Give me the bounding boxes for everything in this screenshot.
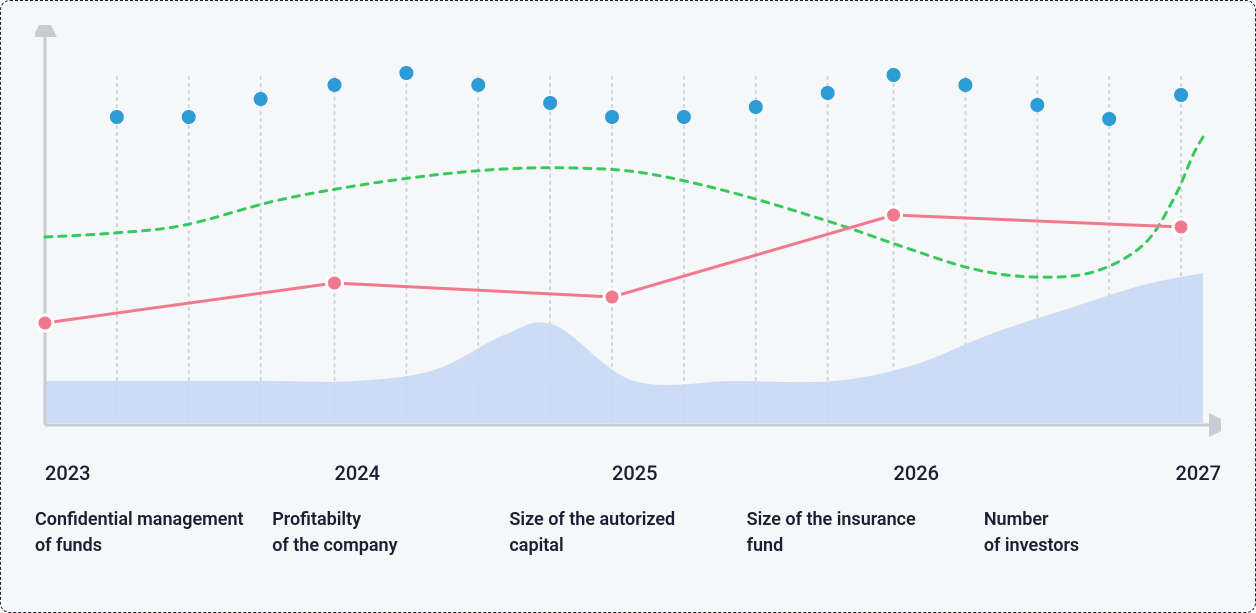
year-label: 2025 — [612, 461, 657, 485]
pink-marker — [1173, 219, 1189, 235]
legend-row: Confidential management of funds Profita… — [35, 507, 1221, 559]
blue-dot — [328, 78, 342, 92]
legend-text: Number — [984, 509, 1049, 530]
blue-dot — [958, 78, 972, 92]
blue-dot — [543, 96, 557, 110]
year-label: 2026 — [894, 461, 939, 485]
year-label: 2027 — [1176, 461, 1221, 485]
legend-text: Confidential management — [35, 509, 244, 530]
pink-marker — [327, 275, 343, 291]
dashed-line-series — [45, 137, 1203, 277]
legend-text: Size of the autorized — [509, 509, 675, 530]
blue-dot — [605, 110, 619, 124]
chart-card: 2023 2024 2025 2026 2027 Confidential manage… — [0, 0, 1256, 613]
blue-dot — [821, 86, 835, 100]
blue-dot — [749, 100, 763, 114]
blue-dot — [677, 110, 691, 124]
blue-dot — [1102, 112, 1116, 126]
legend-text: Profitabilty — [272, 509, 361, 530]
chart-plot — [35, 25, 1221, 445]
blue-dot — [887, 68, 901, 82]
legend-item-profitability: Profitabilty of the company — [272, 507, 509, 559]
year-label: 2023 — [45, 461, 90, 485]
legend-text: fund — [747, 535, 784, 556]
pink-marker — [604, 289, 620, 305]
legend-item-investors: Number of investors — [984, 507, 1221, 559]
blue-dot — [399, 66, 413, 80]
blue-dot — [110, 110, 124, 124]
legend-text: of the company — [272, 535, 397, 556]
legend-text: of funds — [35, 535, 102, 556]
year-label: 2024 — [334, 461, 379, 485]
area-series — [45, 273, 1203, 423]
pink-marker — [37, 315, 53, 331]
legend-item-capital: Size of the autorized capital — [509, 507, 746, 559]
x-axis-labels: 2023 2024 2025 2026 2027 — [35, 461, 1221, 485]
legend-item-confidential: Confidential management of funds — [35, 507, 272, 559]
pink-marker — [886, 207, 902, 223]
blue-dot — [254, 92, 268, 106]
legend-text: capital — [509, 535, 563, 556]
legend-text: of investors — [984, 535, 1079, 556]
legend-item-insurance: Size of the insurance fund — [747, 507, 984, 559]
blue-dot — [1030, 98, 1044, 112]
blue-dot — [1174, 88, 1188, 102]
legend-text: Size of the insurance — [747, 509, 916, 530]
blue-dot — [182, 110, 196, 124]
chart-svg — [35, 25, 1221, 445]
blue-dot — [471, 78, 485, 92]
